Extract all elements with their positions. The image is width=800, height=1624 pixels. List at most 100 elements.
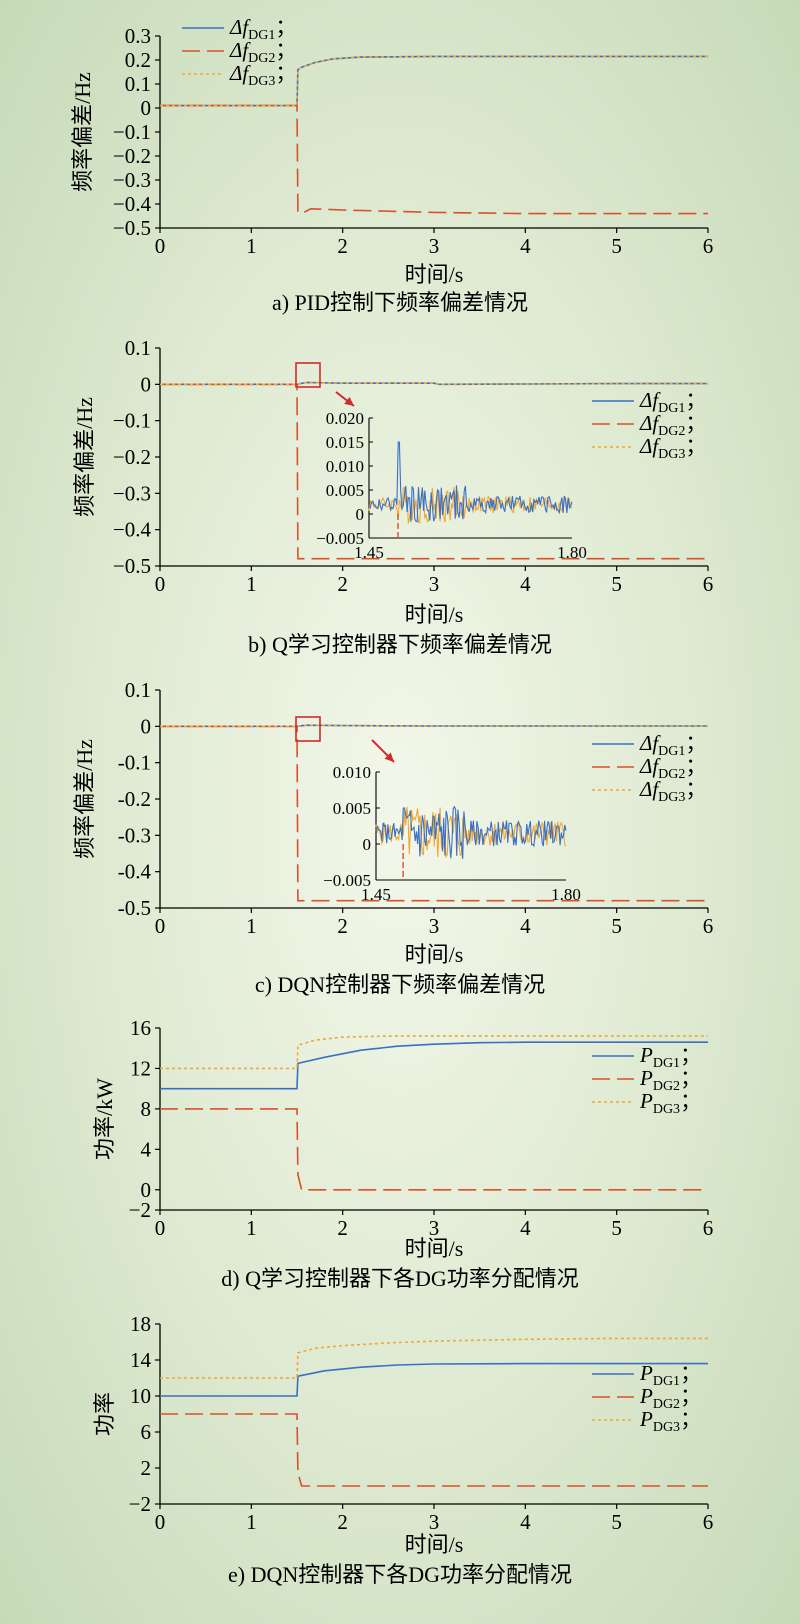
- legend-symbol: P: [639, 1407, 653, 1431]
- legend-subscript: DG3: [653, 1420, 680, 1435]
- zoom-box: [295, 716, 321, 742]
- x-tick-label: 0: [155, 1510, 166, 1534]
- x-axis-label: 时间/s: [405, 262, 464, 287]
- legend-symbol: P: [639, 1361, 653, 1385]
- legend-separator: ；: [680, 1089, 701, 1113]
- series-line-3: [160, 381, 708, 386]
- chart-caption: d) Q学习控制器下各DG功率分配情况: [221, 1266, 579, 1291]
- inset-trace-2: [368, 441, 573, 523]
- legend-subscript: DG1: [653, 1374, 680, 1389]
- x-tick-label: 5: [611, 914, 622, 938]
- legend-subscript: DG2: [653, 1079, 680, 1094]
- inset-trace-1: [375, 806, 567, 859]
- series-line-2: [160, 1108, 708, 1191]
- legend-entry: ΔfDG1；: [639, 388, 706, 416]
- inset-y-tick-label: 0.015: [326, 433, 364, 452]
- x-tick-label: 4: [520, 234, 531, 258]
- y-tick-label: 0.1: [125, 336, 151, 360]
- x-tick-label: 6: [703, 1216, 714, 1240]
- y-tick-label: −0.4: [113, 192, 152, 216]
- legend-symbol: P: [639, 1384, 653, 1408]
- x-tick-label: 5: [611, 572, 622, 596]
- x-tick-label: 6: [703, 914, 714, 938]
- inset-y-tick-label: −0.005: [323, 871, 371, 890]
- y-tick-label: -0.4: [118, 860, 152, 884]
- series-line-3: [160, 724, 708, 728]
- x-tick-label: 1: [246, 1216, 257, 1240]
- legend-symbol: Δf: [229, 38, 251, 62]
- legend-separator: ；: [685, 434, 706, 458]
- legend-entry: ΔfDG3；: [639, 434, 706, 462]
- x-tick-label: 1: [246, 914, 257, 938]
- y-tick-label: −0.1: [113, 120, 151, 144]
- y-tick-label: -0.2: [118, 787, 151, 811]
- chart-caption: b) Q学习控制器下频率偏差情况: [248, 632, 552, 657]
- series-line-2: [160, 383, 708, 560]
- legend-subscript: DG3: [653, 1102, 680, 1117]
- legend-separator: ；: [275, 15, 296, 39]
- inset-y-tick-label: 0.010: [326, 457, 364, 476]
- series-line-1: [160, 1362, 708, 1397]
- legend-subscript: DG1: [658, 401, 685, 416]
- y-tick-label: −2: [129, 1198, 151, 1222]
- legend-symbol: Δf: [639, 754, 661, 778]
- y-tick-label: −2: [129, 1492, 151, 1516]
- x-tick-label: 3: [429, 572, 440, 596]
- x-tick-label: 3: [429, 914, 440, 938]
- legend-subscript: DG3: [658, 790, 685, 805]
- legend-entry: PDG3；: [639, 1089, 701, 1117]
- y-tick-label: 4: [141, 1137, 152, 1161]
- y-tick-label: 18: [130, 1312, 151, 1336]
- legend-symbol: Δf: [639, 434, 661, 458]
- y-tick-label: −0.3: [113, 481, 151, 505]
- legend-entry: PDG1；: [639, 1043, 701, 1071]
- x-axis-label: 时间/s: [405, 602, 464, 627]
- legend-symbol: Δf: [639, 388, 661, 412]
- y-tick-label: 0: [141, 714, 152, 738]
- x-tick-label: 5: [611, 234, 622, 258]
- legend-entry: ΔfDG3；: [229, 61, 296, 89]
- inset-trace-2: [375, 805, 567, 859]
- y-tick-label: 0: [141, 96, 152, 120]
- legend-separator: ；: [680, 1361, 701, 1385]
- y-tick-label: 0: [141, 1178, 152, 1202]
- series-line-2: [160, 725, 708, 902]
- x-tick-label: 6: [703, 572, 714, 596]
- chart-caption: e) DQN控制器下各DG功率分配情况: [228, 1562, 572, 1587]
- legend-subscript: DG2: [658, 767, 685, 782]
- legend-subscript: DG3: [658, 447, 685, 462]
- legend-symbol: Δf: [639, 411, 661, 435]
- inset-y-tick-label: 0.005: [333, 799, 371, 818]
- y-tick-label: 2: [141, 1456, 152, 1480]
- x-tick-label: 5: [611, 1510, 622, 1534]
- x-tick-label: 0: [155, 572, 166, 596]
- x-tick-label: 5: [611, 1216, 622, 1240]
- y-axis-label: 频率偏差/Hz: [70, 72, 95, 192]
- legend-separator: ；: [685, 731, 706, 755]
- y-tick-label: 8: [141, 1097, 152, 1121]
- y-tick-label: −0.3: [113, 168, 151, 192]
- inset-x-tick-label: 1.45: [354, 543, 384, 562]
- y-tick-label: -0.1: [118, 751, 151, 775]
- legend-symbol: P: [639, 1066, 653, 1090]
- legend-entry: PDG2；: [639, 1066, 701, 1094]
- chart-panel-3: 0 1 2 3 4 5 6 0.1 0 -0.1 -0.2 -0.3 -0.4 -0.5 时间/s 频率偏差/…: [72, 678, 713, 997]
- x-tick-label: 1: [246, 1510, 257, 1534]
- legend-entry: ΔfDG2；: [639, 411, 706, 439]
- inset-x-tick-label: 1.80: [551, 885, 581, 904]
- legend-entry: ΔfDG1；: [229, 15, 296, 43]
- y-tick-label: 10: [130, 1384, 151, 1408]
- x-axis-label: 时间/s: [405, 1532, 464, 1557]
- legend-subscript: DG2: [653, 1397, 680, 1412]
- x-tick-label: 2: [337, 914, 348, 938]
- legend: ΔfDG1；ΔfDG2；ΔfDG3；: [592, 731, 706, 805]
- x-tick-label: 6: [703, 1510, 714, 1534]
- y-tick-label: 0: [141, 372, 152, 396]
- y-tick-label: −0.1: [113, 409, 151, 433]
- y-tick-label: 14: [130, 1348, 152, 1372]
- series-line-3: [160, 1035, 708, 1070]
- chart-caption: a) PID控制下频率偏差情况: [272, 290, 528, 315]
- legend-subscript: DG1: [653, 1056, 680, 1071]
- series-line-2: [160, 1413, 708, 1487]
